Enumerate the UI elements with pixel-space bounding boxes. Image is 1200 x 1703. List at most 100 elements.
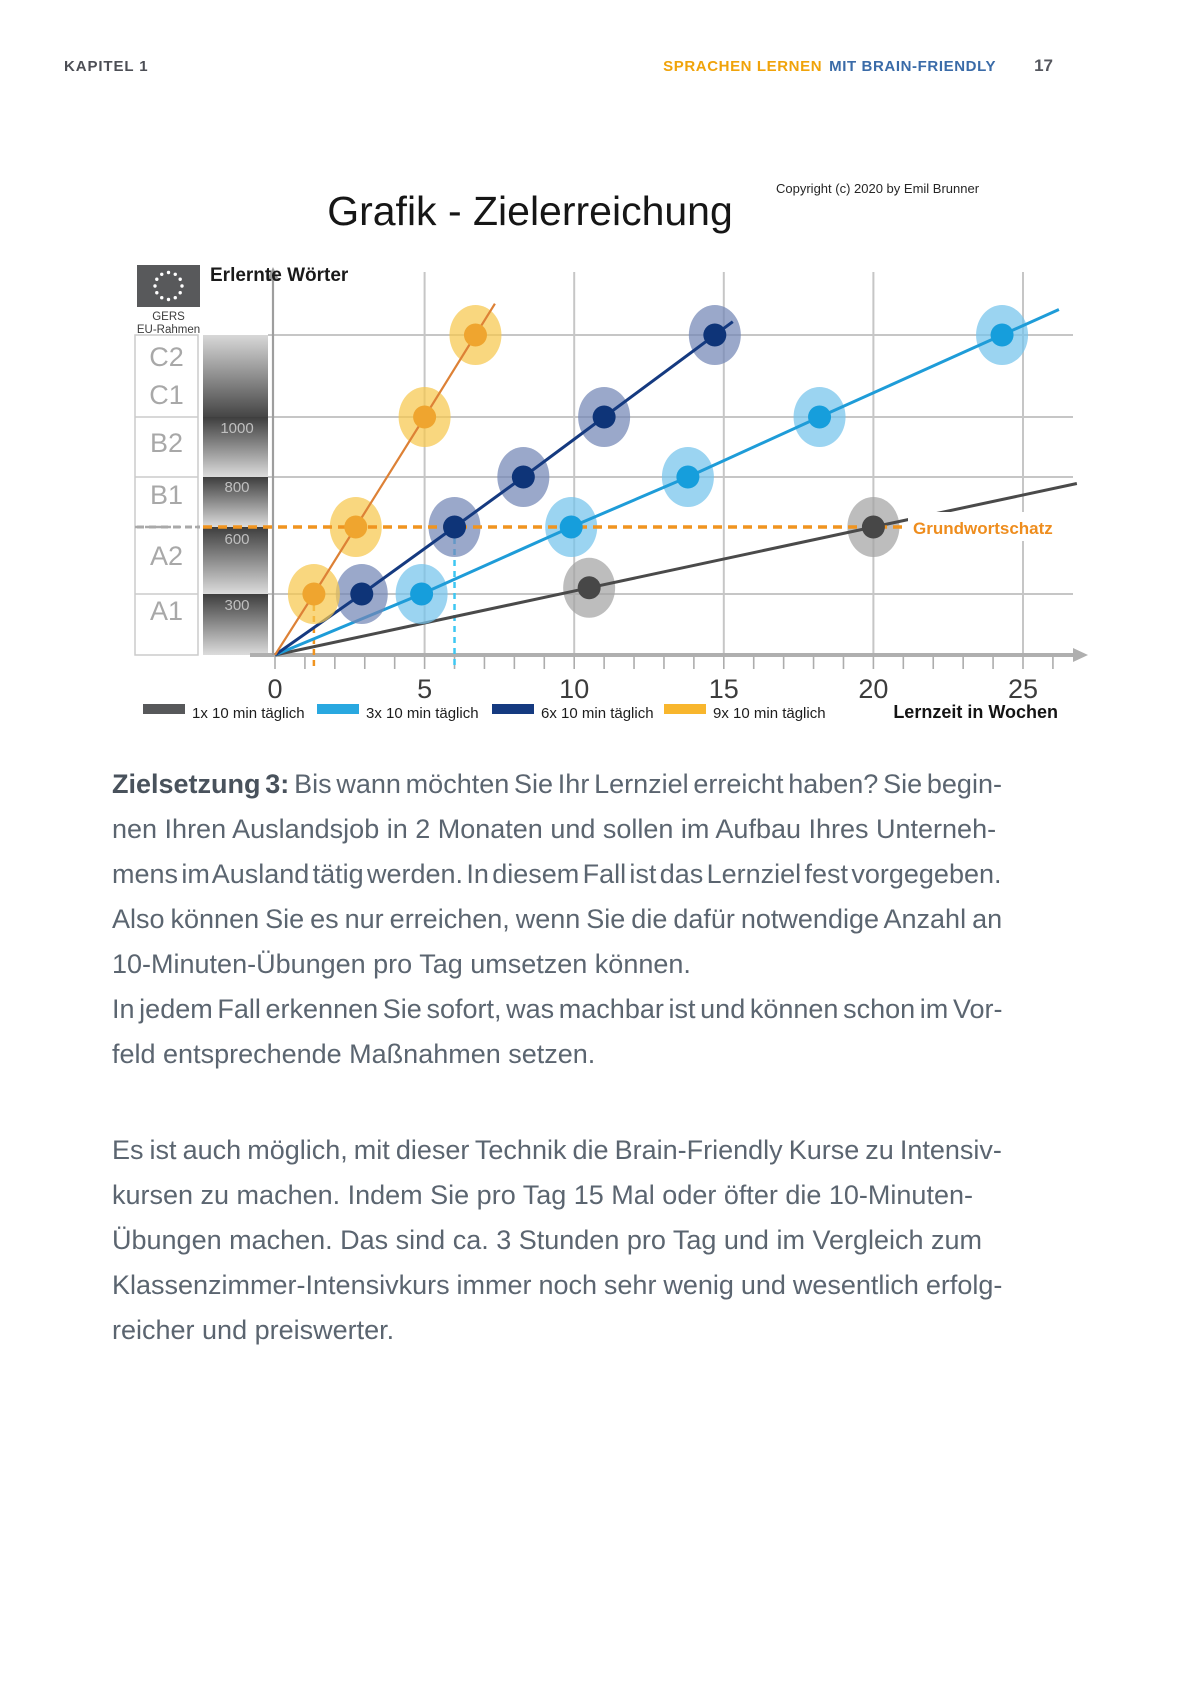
word-scale-segment [203, 594, 268, 655]
body-text-line: Übungen machen. Das sind ca. 3 Stunden p… [112, 1225, 983, 1255]
copyright-note: Copyright (c) 2020 by Emil Brunner [776, 181, 980, 196]
x-axis-label: Lernzeit in Wochen [893, 702, 1058, 722]
cefr-level-label: B2 [150, 428, 183, 458]
axes-layer [250, 267, 1088, 662]
chapter-label: KAPITEL 1 [64, 58, 149, 75]
body-text-line: mens im Ausland tätig werden. In diesem … [112, 859, 1002, 889]
eu-star-dot [173, 295, 177, 300]
body-text-line: Es ist auch möglich, mit dieser Technik … [112, 1135, 1002, 1165]
body-text-line: 10-Minuten-Übungen pro Tag umsetzen könn… [112, 949, 691, 979]
body-text-line: feld entsprechende Maßnahmen setzen. [112, 1039, 596, 1069]
eu-star-dot [173, 272, 177, 277]
word-scale-number: 600 [224, 531, 249, 548]
eu-star-dot [166, 270, 171, 275]
eu-badge: GERS EU-Rahmen [137, 265, 200, 336]
eu-stars-icon [153, 270, 184, 302]
data-point-dot [577, 576, 601, 600]
body-text-line: nen Ihren Auslandsjob in 2 Monaten und s… [112, 814, 997, 844]
legend-label: 6x 10 min täglich [541, 705, 654, 722]
legend-label: 1x 10 min täglich [192, 705, 305, 722]
eu-star-dot [178, 277, 182, 281]
legend-swatch [143, 704, 185, 714]
y-axis-label: Erlernte Wörter [210, 265, 349, 286]
word-scale-bar: 1000 800 600 300 [203, 335, 268, 655]
data-point-dot [990, 323, 1014, 347]
word-scale-segment [203, 477, 268, 527]
x-tick-label: 10 [559, 674, 589, 704]
data-point-dot [808, 405, 832, 429]
data-point-dot [344, 515, 368, 539]
body-text-line: Klassenzimmer-Intensivkurs immer noch se… [112, 1270, 1003, 1300]
cefr-level-label: C1 [149, 380, 184, 410]
eu-star-dot [178, 291, 182, 295]
word-scale-number: 800 [224, 479, 249, 496]
paragraph-lead: Zielsetzung 3: [112, 769, 295, 799]
eu-star-dot [155, 277, 159, 281]
page-number: 17 [1034, 56, 1053, 75]
eu-star-dot [153, 284, 157, 288]
body-text-line: Zielsetzung 3: Bis wann möchten Sie Ihr … [112, 769, 1002, 799]
cefr-level-label: A1 [150, 596, 183, 626]
x-tick-label: 0 [267, 674, 282, 704]
cefr-column-box [134, 334, 199, 656]
chart-legend: 1x 10 min täglich 3x 10 min täglich 6x 10 … [143, 704, 826, 722]
body-text-line: Also können Sie es nur erreichen, wenn S… [112, 904, 1003, 934]
eu-star-dot [155, 291, 159, 295]
running-title-blue: MIT BRAIN-FRIENDLY [829, 58, 997, 75]
legend-swatch [492, 704, 534, 714]
eu-star-dot [160, 295, 164, 300]
data-point-dot [463, 323, 487, 347]
data-point-dot [703, 323, 727, 347]
data-point-dot [350, 582, 374, 606]
body-paragraph: Es ist auch möglich, mit dieser Technik … [112, 1128, 1002, 1353]
x-tick-label: 5 [417, 674, 432, 704]
y-axis-arrow-icon [266, 267, 280, 281]
body-text-line: kursen zu machen. Indem Sie pro Tag 15 M… [112, 1180, 973, 1210]
eu-star-dot [160, 272, 164, 277]
word-scale-number: 1000 [220, 420, 253, 437]
goal-line-label: Grundwortschatz [913, 519, 1053, 538]
eu-badge-caption-2: EU-Rahmen [137, 324, 200, 336]
word-scale-segment [203, 335, 268, 417]
running-title: SPRACHEN LERNEN MIT BRAIN-FRIENDLY 17 [663, 56, 1053, 76]
legend-swatch [317, 704, 359, 714]
page-header: KAPITEL 1 SPRACHEN LERNEN MIT BRAIN-FRIE… [64, 56, 1053, 76]
goal-label-background [908, 512, 1072, 541]
x-tick-label: 15 [709, 674, 739, 704]
data-point-dot [410, 582, 434, 606]
eu-star-dot [166, 297, 171, 302]
eu-badge-caption-1: GERS [152, 311, 185, 323]
data-point-dot [861, 515, 885, 539]
cefr-level-label: B1 [150, 480, 183, 510]
legend-label: 3x 10 min täglich [366, 705, 479, 722]
data-point-dot [302, 582, 326, 606]
body-text-line: In jedem Fall erkennen Sie sofort, was m… [112, 994, 1003, 1024]
body-text-line: reicher und preiswerter. [112, 1315, 395, 1345]
cefr-band-column: C2 C1 B2 B1 A2 A1 [134, 334, 200, 656]
data-dots-layer [302, 323, 1014, 606]
body-paragraph: In jedem Fall erkennen Sie sofort, was m… [112, 987, 1002, 1077]
eu-star-dot [180, 284, 184, 288]
goal-line-label-group: Grundwortschatz [908, 512, 1072, 541]
data-point-dot [676, 465, 700, 489]
cefr-level-label: C2 [149, 342, 184, 372]
data-point-dot [511, 465, 535, 489]
cefr-level-label: A2 [150, 541, 183, 571]
legend-label: 9x 10 min täglich [713, 705, 826, 722]
data-point-dot [443, 515, 467, 539]
series-layer [274, 303, 1078, 657]
legend-swatch [664, 704, 706, 714]
word-scale-segment [203, 527, 268, 594]
x-tick-label: 20 [858, 674, 888, 704]
word-scale-number: 300 [224, 597, 249, 614]
body-text: Zielsetzung 3: Bis wann möchten Sie Ihr … [112, 762, 1002, 1353]
x-axis-arrow-icon [1073, 648, 1088, 662]
word-scale-segment [203, 417, 268, 477]
data-point-dot [592, 405, 616, 429]
data-point-dot [559, 515, 583, 539]
chart-title: Grafik - Zielerreichung [327, 188, 733, 234]
data-point-dot [413, 405, 437, 429]
ticks-layer: 0 5 10 15 20 25 [267, 657, 1054, 704]
